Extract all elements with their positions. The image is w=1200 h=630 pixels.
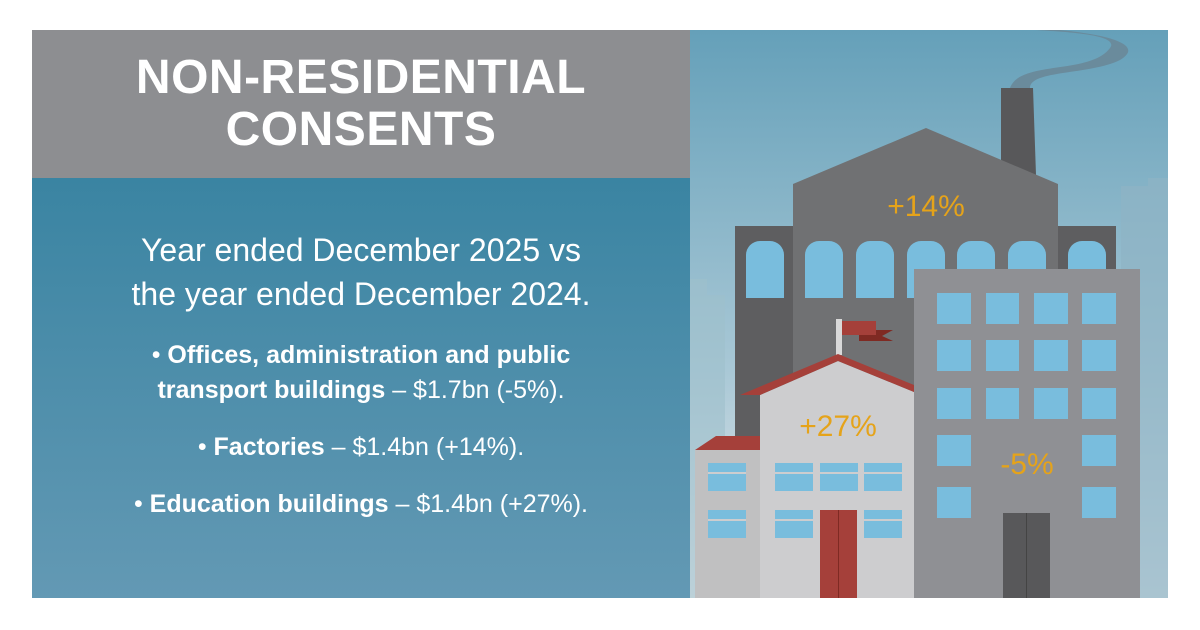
office-change-label: -5% [1000, 448, 1053, 481]
smoke [1010, 30, 1129, 88]
bullet-label: Factories [213, 433, 325, 461]
office-windows [937, 293, 1116, 518]
chimney [1001, 88, 1036, 175]
summary-panel: Year ended December 2025 vs the year end… [32, 178, 690, 598]
bullet-label: Education buildings [149, 490, 389, 518]
intro-line-2: the year ended December 2024. [131, 276, 591, 312]
bullet-offices: • Offices, administration and public tra… [151, 341, 571, 404]
education-change-label: +27% [799, 410, 877, 443]
bullet-label: transport buildings [157, 376, 386, 404]
intro-text: Year ended December 2025 vs the year end… [32, 228, 690, 316]
bullet-value: – $1.7bn (-5%). [385, 376, 565, 404]
school-building: +27% [695, 319, 914, 598]
flag-pole [836, 319, 842, 355]
intro-line-1: Year ended December 2025 vs [141, 232, 581, 268]
bullet-label: Offices, administration and public [167, 341, 571, 369]
factory-change-label: +14% [887, 190, 965, 223]
flag [842, 321, 876, 335]
bullet-value: – $1.4bn (+14%). [324, 433, 525, 461]
bullet-education: • Education buildings – $1.4bn (+27%). [133, 490, 589, 518]
school-roof [740, 354, 914, 395]
bullet-factories: • Factories – $1.4bn (+14%). [197, 433, 525, 461]
title-banner: NON-RESIDENTIAL CONSENTS [32, 30, 690, 178]
title-line-2: CONSENTS [225, 103, 497, 156]
buildings-illustration: +14% -5% +27% [690, 30, 1168, 598]
bullet-value: – $1.4bn (+27%). [388, 490, 589, 518]
title-line-1: NON-RESIDENTIAL [135, 51, 587, 104]
school-windows [708, 463, 902, 538]
office-building: -5% [914, 269, 1140, 598]
